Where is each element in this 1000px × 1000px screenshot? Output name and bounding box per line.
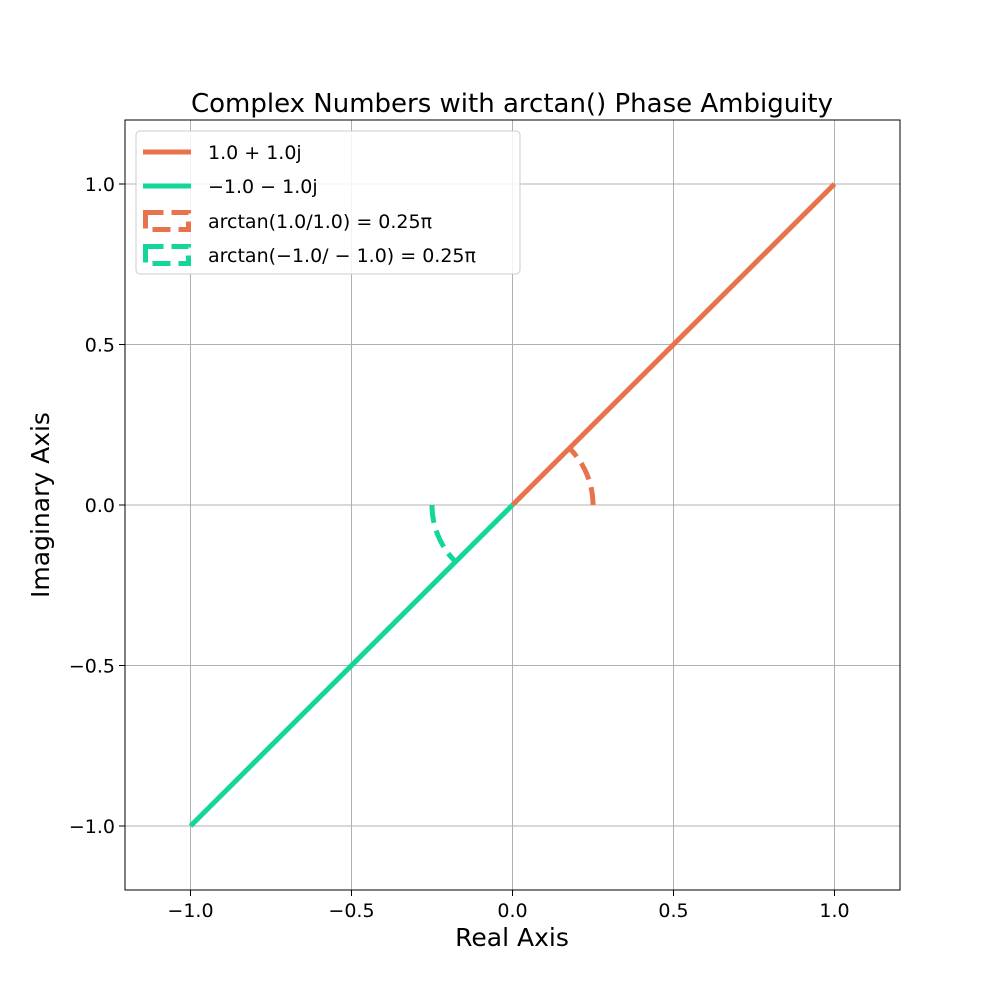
legend-label: −1.0 − 1.0j	[208, 176, 318, 198]
legend-swatch	[143, 244, 191, 266]
legend-label: arctan(−1.0/ − 1.0) = 0.25π	[208, 245, 476, 267]
x-axis-label: Real Axis	[455, 923, 569, 952]
legend: 1.0 + 1.0j −1.0 − 1.0j arctan(1.0/1.0) = 0…	[135, 130, 521, 275]
legend-swatch	[143, 210, 191, 232]
chart-title: Complex Numbers with arctan() Phase Ambi…	[191, 89, 833, 119]
axis-ticks: −1.0 −0.5 0.0 0.5 1.0 −1.0 −0.5 0.0 0.5 1.0	[69, 174, 850, 922]
y-tick-label: −0.5	[69, 656, 115, 678]
x-tick-label: 0.0	[497, 900, 527, 922]
x-tick-label: −0.5	[328, 900, 374, 922]
y-axis-label: Imaginary Axis	[26, 412, 55, 598]
y-tick-label: 0.5	[85, 335, 115, 357]
plot-data	[188, 182, 837, 828]
y-tick-label: −1.0	[69, 816, 115, 838]
angle-arc	[429, 504, 458, 564]
legend-label: 1.0 + 1.0j	[208, 142, 302, 164]
angle-arc	[567, 446, 596, 506]
x-tick-label: 0.5	[658, 900, 688, 922]
x-tick-label: −1.0	[167, 900, 213, 922]
y-tick-label: 0.0	[85, 495, 115, 517]
legend-box	[135, 130, 521, 275]
y-tick-label: 1.0	[85, 174, 115, 196]
vector-line	[188, 503, 515, 828]
x-tick-label: 1.0	[819, 900, 849, 922]
vector-line	[510, 182, 837, 507]
legend-label: arctan(1.0/1.0) = 0.25π	[208, 211, 432, 233]
